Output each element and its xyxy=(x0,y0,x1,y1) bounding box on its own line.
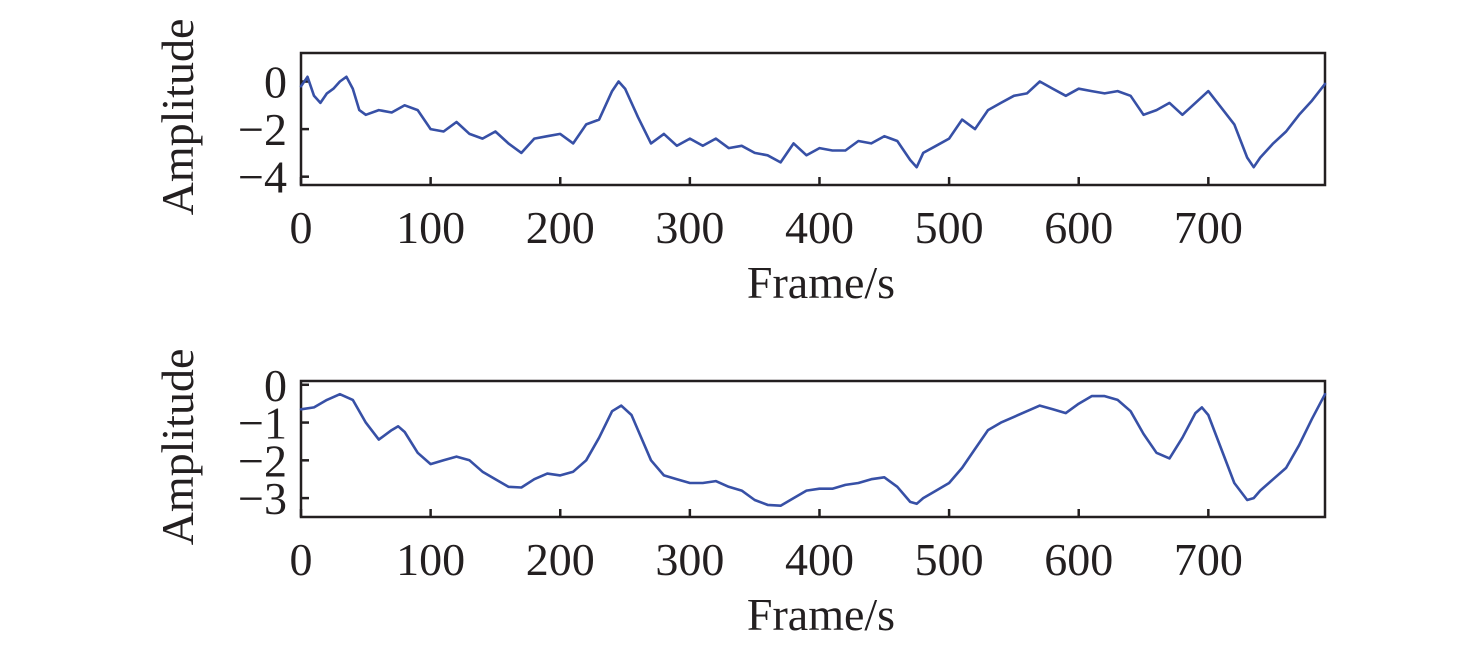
x-tick-label: 200 xyxy=(526,202,595,253)
y-tick-label: −3 xyxy=(238,473,287,524)
x-tick-label: 100 xyxy=(396,202,465,253)
x-tick-label: 400 xyxy=(785,534,854,585)
x-tick-label: 0 xyxy=(290,202,313,253)
plot-frame xyxy=(299,51,1327,187)
plot-frame xyxy=(299,379,1327,519)
x-tick-label: 200 xyxy=(526,534,595,585)
y-tick-label: 0 xyxy=(264,360,287,411)
x-tick-label: 100 xyxy=(396,534,465,585)
x-tick-label: 0 xyxy=(290,534,313,585)
x-tick-label: 600 xyxy=(1044,202,1113,253)
y-tick-label: −2 xyxy=(238,435,287,486)
x-axis-label: Frame/s xyxy=(747,589,895,640)
y-tick-label: −2 xyxy=(238,104,287,155)
chart-panel-bottom: 0 100 200 300 400 500 600 7000−1−2−3Frame/sAmpl… xyxy=(152,349,1327,640)
y-tick-label: 0 xyxy=(264,57,287,108)
x-tick-label: 500 xyxy=(915,534,984,585)
x-axis-label: Frame/s xyxy=(747,257,895,308)
x-tick-label: 400 xyxy=(785,202,854,253)
y-axis-label: Amplitude xyxy=(152,19,203,216)
series-line xyxy=(299,392,1327,508)
x-tick-label: 500 xyxy=(915,202,984,253)
y-axis-label: Amplitude xyxy=(152,349,203,546)
x-tick-label: 300 xyxy=(655,534,724,585)
x-tick-label: 700 xyxy=(1174,534,1243,585)
x-tick-label: 600 xyxy=(1044,534,1113,585)
x-tick-label: 300 xyxy=(655,202,724,253)
series-line xyxy=(299,75,1327,169)
x-tick-label: 700 xyxy=(1174,202,1243,253)
y-tick-label: −1 xyxy=(238,398,287,449)
chart-panel-top: 0 100 200 300 400 500 600 700 0−2−4 Frame/s Amplit… xyxy=(152,19,1327,308)
y-tick-label: −4 xyxy=(238,152,287,203)
